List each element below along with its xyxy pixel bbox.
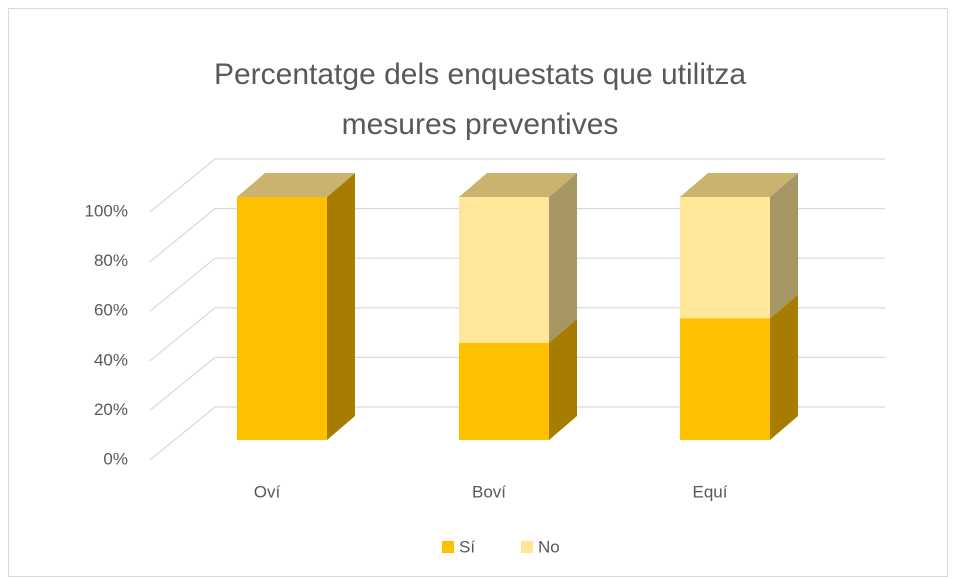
bar-front <box>237 197 327 440</box>
bar-side <box>770 294 798 440</box>
grid-line <box>149 356 885 411</box>
x-tick-label: Boví <box>472 482 506 501</box>
y-tick-label: 0% <box>103 449 128 468</box>
legend-swatch <box>521 541 533 553</box>
legend-swatch <box>442 541 454 553</box>
bar-top <box>237 173 355 197</box>
title-box: Percentatge dels enquestats que utilitza… <box>213 58 747 141</box>
bar-top <box>680 173 798 197</box>
bar-side <box>549 173 577 343</box>
chart-title: Percentatge dels enquestats que utilitza… <box>213 58 747 141</box>
bar-side <box>327 173 355 440</box>
legend-label: No <box>538 537 560 556</box>
bar-side <box>549 318 577 440</box>
bar-front <box>459 342 549 440</box>
bar-top <box>459 173 577 197</box>
x-tick-label: Equí <box>693 482 728 501</box>
legend-label: Sí <box>459 537 475 556</box>
y-tick-label: 20% <box>94 400 128 419</box>
x-tick-label: Oví <box>254 482 281 501</box>
bar-side <box>770 173 798 319</box>
grid-line <box>149 158 885 213</box>
grid-line <box>149 307 885 362</box>
grid-line <box>149 406 885 461</box>
grid-line <box>149 208 885 263</box>
y-tick-label: 100% <box>85 201 128 220</box>
y-tick-label: 40% <box>94 350 128 369</box>
bar-front <box>680 318 770 440</box>
y-tick-label: 60% <box>94 301 128 320</box>
y-tick-label: 80% <box>94 251 128 270</box>
grid-line <box>149 257 885 312</box>
bar-front <box>459 197 549 343</box>
bar-front <box>680 197 770 319</box>
